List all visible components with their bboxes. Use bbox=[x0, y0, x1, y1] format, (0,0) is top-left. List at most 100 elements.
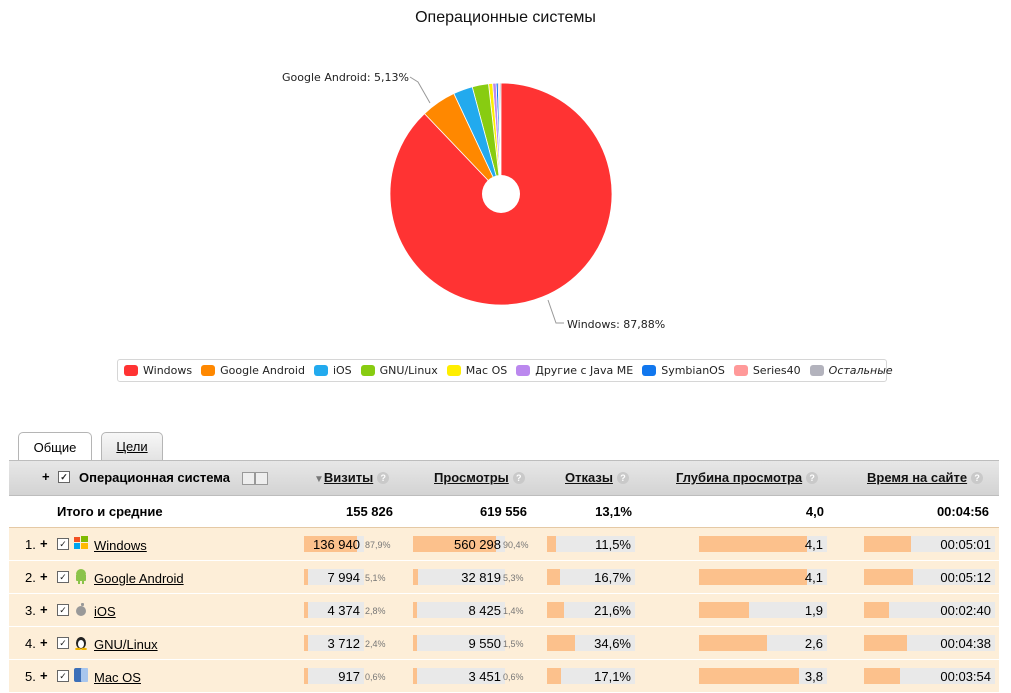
views-share: 5,3% bbox=[503, 573, 524, 583]
views-share: 1,5% bbox=[503, 639, 524, 649]
row-checkbox[interactable]: ✓ bbox=[57, 538, 69, 550]
expand-row-button[interactable]: + bbox=[40, 569, 48, 584]
help-icon[interactable]: ? bbox=[616, 472, 629, 484]
views-bar: 8 425 bbox=[413, 602, 505, 618]
header-depth[interactable]: Глубина просмотра? bbox=[676, 470, 819, 485]
header-views[interactable]: Просмотры? bbox=[434, 470, 525, 485]
views-bar: 560 298 bbox=[413, 536, 505, 552]
bounce-value: 21,6% bbox=[594, 603, 631, 618]
header-bounces[interactable]: Отказы? bbox=[565, 470, 629, 485]
views-value: 3 451 bbox=[468, 669, 501, 684]
expand-all-button[interactable]: + bbox=[42, 469, 50, 484]
expand-row-button[interactable]: + bbox=[40, 536, 48, 551]
depth-value: 2,6 bbox=[804, 636, 823, 651]
time-value: 00:04:38 bbox=[940, 636, 991, 651]
help-icon[interactable]: ? bbox=[806, 472, 819, 484]
legend-item[interactable]: GNU/Linux bbox=[360, 364, 438, 377]
tab-general[interactable]: Общие bbox=[18, 432, 92, 461]
visits-value: 917 bbox=[338, 669, 360, 684]
linux-icon bbox=[73, 634, 89, 651]
legend-item[interactable]: Mac OS bbox=[446, 364, 507, 377]
os-name-link[interactable]: Mac OS bbox=[94, 670, 141, 685]
time-value: 00:05:12 bbox=[940, 570, 991, 585]
select-all-checkbox[interactable]: ✓ bbox=[58, 471, 70, 483]
time-value: 00:05:01 bbox=[940, 537, 991, 552]
bounce-bar: 11,5% bbox=[547, 536, 635, 552]
legend-label: Другие с Java ME bbox=[535, 364, 634, 377]
row-checkbox[interactable]: ✓ bbox=[57, 571, 69, 583]
depth-bar: 3,8 bbox=[699, 668, 827, 684]
legend-swatch bbox=[733, 365, 748, 376]
header-views-label: Просмотры bbox=[434, 470, 509, 485]
totals-row: Итого и средние 155 826 619 556 13,1% 4,… bbox=[9, 496, 999, 528]
table-row: 1. + ✓ Windows 136 940 87,9% 560 298 90,4% 11,5%… bbox=[9, 528, 999, 561]
row-number: 5. bbox=[25, 669, 36, 684]
legend-item[interactable]: Остальные bbox=[809, 364, 893, 377]
depth-value: 4,1 bbox=[804, 570, 823, 585]
total-depth: 4,0 bbox=[805, 504, 824, 519]
help-icon[interactable]: ? bbox=[512, 472, 525, 484]
help-icon[interactable]: ? bbox=[971, 472, 984, 484]
help-icon[interactable]: ? bbox=[377, 472, 390, 484]
row-checkbox[interactable]: ✓ bbox=[57, 637, 69, 649]
legend-label: Остальные bbox=[828, 364, 893, 377]
legend-swatch bbox=[201, 365, 216, 376]
header-visits[interactable]: ▼Визиты? bbox=[314, 470, 390, 485]
row-checkbox[interactable]: ✓ bbox=[57, 604, 69, 616]
header-time-label: Время на сайте bbox=[867, 470, 968, 485]
legend-label: Series40 bbox=[752, 364, 801, 377]
legend-swatch bbox=[446, 365, 461, 376]
views-share: 90,4% bbox=[503, 540, 529, 550]
views-value: 9 550 bbox=[468, 636, 501, 651]
pie-chart: Google Android: 5,13% Windows: 87,88% bbox=[282, 71, 665, 331]
row-number: 1. bbox=[25, 537, 36, 552]
table-row: 2. + ✓ Google Android 7 994 5,1% 32 819 5,3% 16,… bbox=[9, 561, 999, 594]
bounce-value: 11,5% bbox=[595, 537, 631, 552]
legend-item[interactable]: Google Android bbox=[201, 364, 305, 377]
total-views: 619 556 bbox=[480, 504, 527, 519]
os-name-link[interactable]: GNU/Linux bbox=[94, 637, 158, 652]
expand-row-button[interactable]: + bbox=[40, 602, 48, 617]
header-time[interactable]: Время на сайте? bbox=[867, 470, 984, 485]
row-checkbox[interactable]: ✓ bbox=[57, 670, 69, 682]
depth-bar: 2,6 bbox=[699, 635, 827, 651]
column-settings-icon[interactable] bbox=[242, 472, 255, 485]
time-bar: 00:04:38 bbox=[864, 635, 995, 651]
legend-item[interactable]: Другие с Java ME bbox=[516, 364, 633, 377]
tab-general-label: Общие bbox=[33, 439, 77, 455]
bounce-value: 34,6% bbox=[594, 636, 631, 651]
legend-swatch bbox=[642, 365, 657, 376]
legend-item[interactable]: Series40 bbox=[733, 364, 801, 377]
apple-icon bbox=[73, 601, 89, 617]
expand-row-button[interactable]: + bbox=[40, 668, 48, 683]
table-row: 3. + ✓ iOS 4 374 2,8% 8 425 1,4% 21,6% 1,9 00:02:4… bbox=[9, 594, 999, 627]
visits-bar: 4 374 bbox=[304, 602, 364, 618]
depth-bar: 4,1 bbox=[699, 536, 827, 552]
visits-bar: 136 940 bbox=[304, 536, 364, 552]
visits-bar: 7 994 bbox=[304, 569, 364, 585]
table-body: 1. + ✓ Windows 136 940 87,9% 560 298 90,4% 11,5%… bbox=[9, 528, 999, 693]
os-name-link[interactable]: Google Android bbox=[94, 571, 184, 586]
legend-label: iOS bbox=[332, 364, 352, 377]
os-name-link[interactable]: Windows bbox=[94, 538, 147, 553]
table-row: 5. + ✓ Mac OS 917 0,6% 3 451 0,6% 17,1% 3,8 00:03:… bbox=[9, 660, 999, 693]
tab-goals[interactable]: Цели bbox=[101, 432, 163, 460]
windows-icon bbox=[73, 535, 89, 551]
android-icon bbox=[73, 568, 89, 584]
total-time: 00:04:56 bbox=[936, 504, 989, 519]
views-bar: 3 451 bbox=[413, 668, 505, 684]
bounce-bar: 34,6% bbox=[547, 635, 635, 651]
chart-title: Операционные системы bbox=[415, 9, 596, 26]
legend-label: Windows bbox=[143, 364, 193, 377]
list-view-icon[interactable] bbox=[255, 472, 268, 485]
os-name-link[interactable]: iOS bbox=[94, 604, 116, 619]
legend-item[interactable]: SymbianOS bbox=[642, 364, 725, 377]
legend-item[interactable]: Windows bbox=[124, 364, 192, 377]
views-value: 32 819 bbox=[461, 570, 501, 585]
time-bar: 00:02:40 bbox=[864, 602, 995, 618]
table-row: 4. + ✓ GNU/Linux 3 712 2,4% 9 550 1,5% 34,6% 2,6 0… bbox=[9, 627, 999, 660]
sort-desc-icon: ▼ bbox=[314, 474, 324, 485]
expand-row-button[interactable]: + bbox=[40, 635, 48, 650]
legend-label: GNU/Linux bbox=[379, 364, 438, 377]
legend-item[interactable]: iOS bbox=[313, 364, 352, 377]
